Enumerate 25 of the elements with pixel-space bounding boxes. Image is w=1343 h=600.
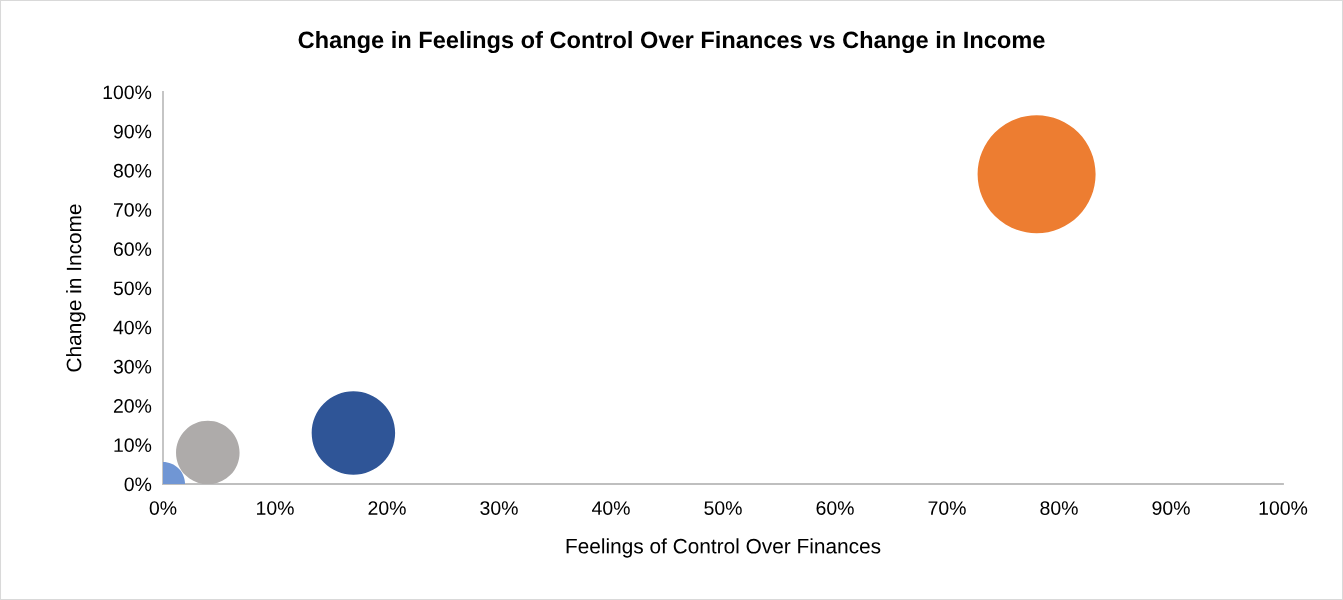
y-tick-label: 50%	[113, 281, 152, 296]
y-tick-label: 90%	[113, 124, 152, 139]
x-axis-title: Feelings of Control Over Finances	[566, 538, 881, 558]
x-tick-label: 60%	[816, 501, 854, 515]
y-tick-label: 80%	[113, 163, 152, 178]
y-tick-label: 10%	[114, 438, 152, 453]
y-tick-label: 20%	[113, 399, 152, 413]
x-tick-label: 40%	[591, 501, 630, 515]
x-tick-label: 80%	[1040, 501, 1078, 515]
x-tick-label: 20%	[368, 501, 406, 515]
y-tick-label: 60%	[113, 242, 152, 257]
x-tick-label: 90%	[1152, 501, 1190, 515]
x-tick-label: 10%	[257, 501, 294, 515]
y-tick-label: 100%	[103, 85, 152, 100]
y-tick-label: 40%	[113, 320, 152, 335]
y-tick-label: 30%	[113, 359, 152, 374]
y-tick-label: 0%	[124, 477, 152, 492]
x-tick-label: 0%	[149, 501, 177, 515]
y-tick-label: 70%	[113, 203, 152, 217]
x-tick-label: 100%	[1259, 501, 1308, 515]
x-tick-label: 70%	[928, 501, 966, 515]
x-tick-label: 50%	[704, 501, 742, 515]
chart-title: Change in Feelings of Control Over Finances vs Change in Income	[298, 30, 1045, 54]
y-axis-title: Change in Income	[66, 204, 86, 372]
x-tick-label: 30%	[480, 501, 518, 515]
